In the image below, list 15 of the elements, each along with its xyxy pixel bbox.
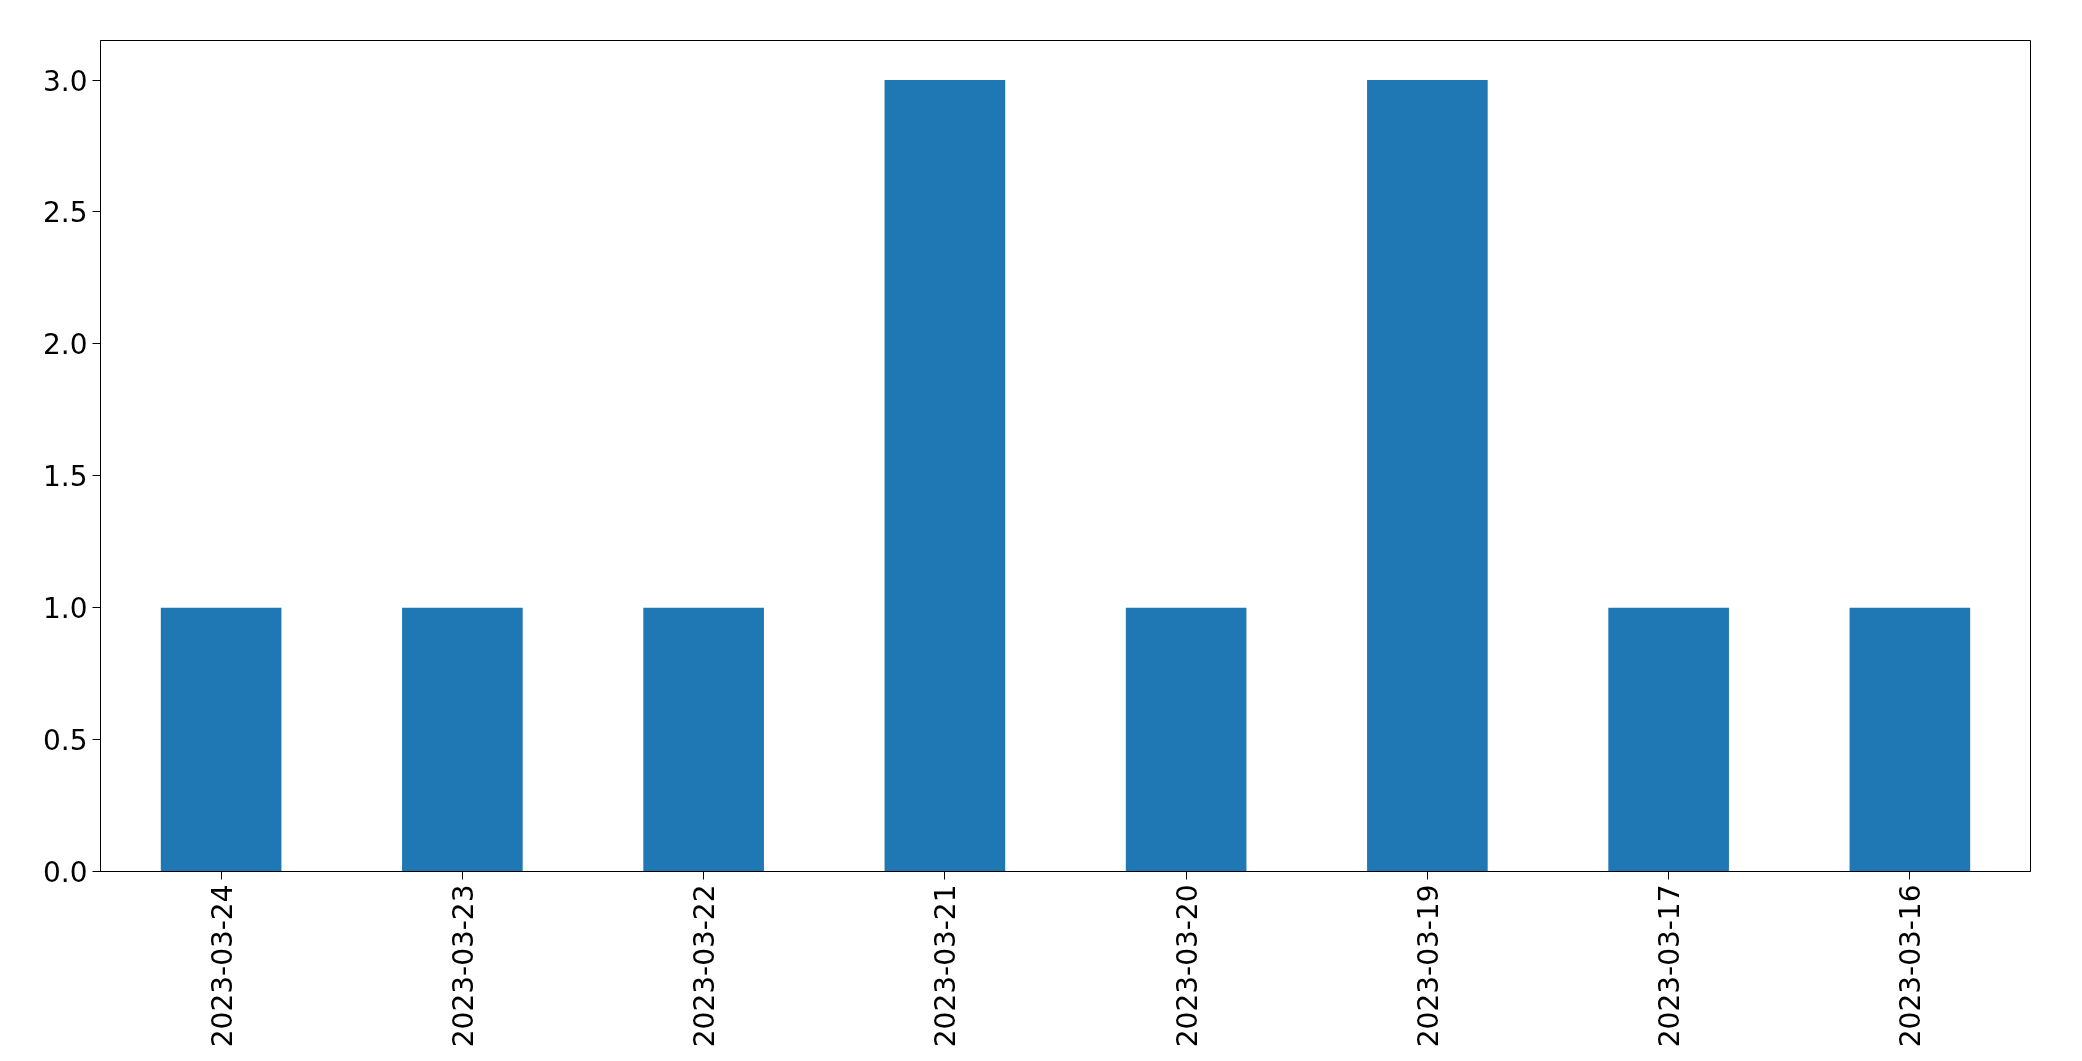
y-tick-label: 2.0 bbox=[42, 328, 88, 362]
y-tick-label: 0.0 bbox=[42, 856, 88, 889]
x-tick-label: 2023-03-21 bbox=[929, 884, 963, 1048]
x-tick-label: 2023-03-23 bbox=[446, 884, 480, 1048]
x-tick-label: 2023-03-17 bbox=[1653, 884, 1687, 1048]
x-tick-label: 2023-03-24 bbox=[205, 884, 239, 1048]
x-tick-label: 2023-03-16 bbox=[1894, 884, 1928, 1048]
y-tick-label: 2.5 bbox=[42, 196, 88, 230]
y-tick-label: 1.5 bbox=[42, 460, 88, 494]
x-tick-label: 2023-03-22 bbox=[688, 884, 722, 1048]
x-tick-label: 2023-03-19 bbox=[1411, 884, 1445, 1048]
y-tick-label: 0.5 bbox=[42, 724, 88, 758]
y-tick-label: 3.0 bbox=[42, 64, 88, 98]
x-tick-label: 2023-03-20 bbox=[1170, 884, 1204, 1048]
y-tick-label: 1.0 bbox=[42, 592, 88, 626]
